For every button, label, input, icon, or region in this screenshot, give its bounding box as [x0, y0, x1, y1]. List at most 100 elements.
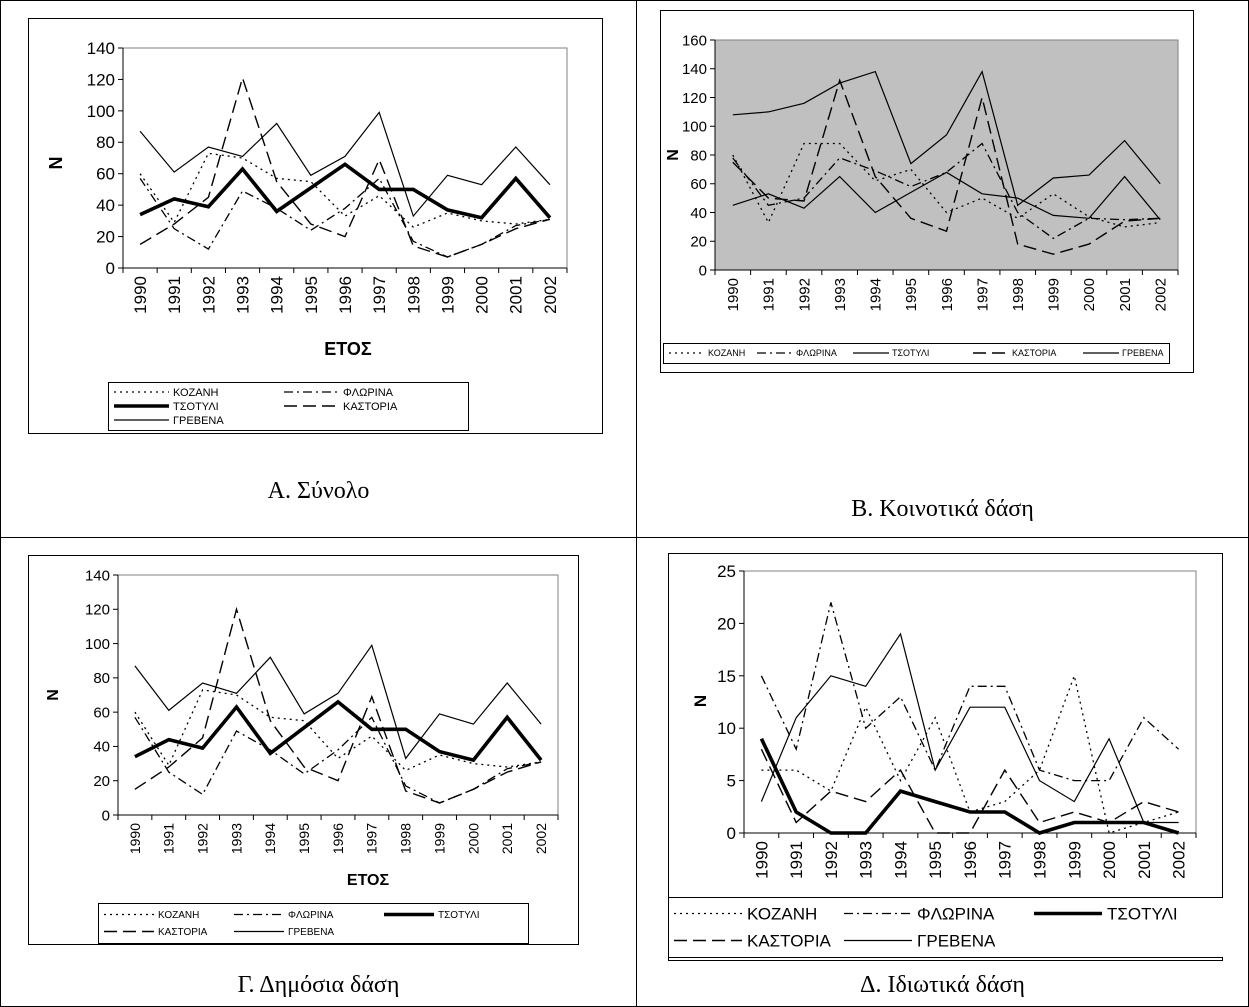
x-tick-label: 1994: [868, 278, 885, 311]
x-tick-label: 2001: [499, 823, 515, 854]
x-tick-label: 1992: [822, 841, 841, 879]
y-tick-label: 140: [87, 39, 115, 58]
legend-label: ΤΣΟΤΥΛΙ: [892, 348, 929, 358]
x-tick-label: 1996: [939, 278, 956, 311]
legend-label: ΦΛΩΡΙΝΑ: [343, 387, 394, 399]
y-tick-label: 15: [717, 667, 736, 686]
series-line-ΓΡΕΒΕΝΑ: [134, 643, 542, 760]
legend-label: ΚΟΖΑΝΗ: [747, 905, 817, 924]
x-tick-label: 1999: [438, 276, 457, 314]
x-tick-label: 1996: [336, 276, 355, 314]
y-tick-label: 40: [93, 739, 110, 756]
x-tick-label: 1992: [199, 276, 218, 314]
x-tick-label: 2002: [541, 276, 560, 314]
y-tick-label: 0: [727, 824, 736, 843]
y-axis-title: N: [45, 689, 62, 701]
series-line-ΓΡΕΒΕΝΑ: [139, 111, 551, 218]
y-tick-label: 25: [717, 562, 736, 581]
x-tick-label: 1994: [268, 276, 287, 314]
x-tick-label: 1998: [1010, 278, 1027, 311]
legend-label: ΓΡΕΒΕΝΑ: [288, 927, 334, 938]
series-line-ΚΟΖΑΝΗ: [134, 689, 542, 772]
series-line-ΦΛΩΡΙΝΑ: [760, 602, 1180, 782]
x-tick-label: 1993: [228, 823, 244, 854]
x-tick-label: 2000: [465, 823, 481, 854]
x-tick-label: 1990: [725, 278, 742, 311]
x-tick-label: 1998: [404, 276, 423, 314]
y-tick-label: 60: [93, 704, 110, 721]
x-tick-label: 2002: [533, 823, 549, 854]
y-tick-label: 0: [102, 807, 110, 824]
plot-area: [714, 39, 1179, 271]
y-tick-label: 10: [717, 719, 736, 738]
legend-label: ΤΣΟΤΥΛΙ: [1107, 905, 1178, 924]
legend-label: ΚΑΣΤΟΡΙΑ: [1012, 348, 1056, 358]
x-tick-label: 1990: [131, 276, 150, 314]
legend-label: ΓΡΕΒΕΝΑ: [917, 932, 996, 951]
x-tick-label: 2001: [1117, 278, 1134, 311]
legend-label: ΓΡΕΒΕΝΑ: [173, 415, 224, 427]
x-tick-label: 1990: [752, 841, 771, 879]
y-tick-label: 40: [690, 205, 707, 222]
chart-communal-forests: 0 20 40 60 80 100 120 140 160 1990 1991 1992 1993 199…: [660, 10, 1194, 373]
legend-label: ΚΟΖΑΝΗ: [708, 348, 745, 358]
x-tick-label: 1992: [796, 278, 813, 311]
x-tick-label: 1994: [262, 823, 278, 854]
x-tick-label: 2002: [1152, 278, 1169, 311]
x-tick-label: 1999: [1046, 278, 1063, 311]
legend-label: ΚΑΣΤΟΡΙΑ: [158, 927, 208, 938]
y-tick-label: 120: [682, 90, 707, 107]
y-axis-title: N: [691, 695, 710, 707]
series-line-ΚΑΣΤΟΡΙΑ: [139, 75, 551, 258]
x-tick-label: 1992: [195, 823, 211, 854]
x-tick-label: 2001: [507, 276, 526, 314]
legend-label: ΚΟΖΑΝΗ: [173, 387, 219, 399]
x-tick-label: 2000: [1100, 841, 1119, 879]
y-tick-label: 140: [682, 61, 707, 78]
caption-total: Α. Σύνολο: [267, 478, 370, 504]
y-tick-label: 0: [106, 259, 115, 278]
legend-label: ΦΛΩΡΙΝΑ: [796, 348, 837, 358]
y-tick-label: 160: [682, 32, 707, 49]
legend-label: ΓΡΕΒΕΝΑ: [1122, 348, 1163, 358]
y-tick-label: 40: [96, 196, 115, 215]
series-line-ΚΑΣΤΟΡΙΑ: [760, 748, 1179, 834]
x-tick-label: 1999: [1065, 841, 1084, 879]
y-tick-label: 60: [96, 165, 115, 184]
legend-label: ΤΣΟΤΥΛΙ: [173, 401, 219, 413]
x-tick-label: 1991: [787, 841, 806, 879]
y-tick-label: 100: [87, 102, 115, 121]
series-line-ΚΑΣΤΟΡΙΑ: [134, 606, 542, 804]
series-line-ΚΟΖΑΝΗ: [732, 142, 1161, 228]
y-tick-label: 60: [690, 176, 707, 193]
legend-label: ΤΣΟΤΥΛΙ: [438, 910, 480, 921]
y-tick-label: 20: [690, 234, 707, 251]
y-tick-label: 20: [93, 773, 110, 790]
y-tick-label: 140: [85, 567, 110, 584]
x-tick-label: 1997: [996, 841, 1015, 879]
x-tick-label: 1991: [165, 276, 184, 314]
x-tick-label: 1998: [398, 823, 414, 854]
plot-area: [743, 570, 1197, 834]
y-tick-label: 0: [699, 262, 707, 279]
y-tick-label: 100: [85, 636, 110, 653]
x-tick-label: 1995: [296, 823, 312, 854]
series-line-ΤΣΟΤΥΛΙ: [732, 171, 1161, 221]
x-tick-label: 1997: [370, 276, 389, 314]
x-tick-label: 1990: [127, 823, 143, 854]
y-tick-label: 80: [93, 670, 110, 687]
y-axis-title: N: [665, 149, 682, 161]
y-tick-label: 5: [727, 772, 736, 791]
x-tick-label: 1999: [431, 823, 447, 854]
caption-private: Δ. Ιδιωτικά δάση: [860, 972, 1025, 998]
x-tick-label: 1993: [233, 276, 252, 314]
legend-box: [668, 897, 1223, 958]
x-tick-label: 1998: [1030, 841, 1049, 879]
series-line-ΓΡΕΒΕΝΑ: [760, 632, 1179, 824]
legend-label: ΦΛΩΡΙΝΑ: [288, 910, 334, 921]
x-tick-label: 2002: [1170, 841, 1189, 879]
y-tick-label: 120: [87, 70, 115, 89]
caption-communal: Β. Κοινοτικά δάση: [851, 496, 1034, 522]
series-line-ΓΡΕΒΕΝΑ: [732, 70, 1161, 207]
